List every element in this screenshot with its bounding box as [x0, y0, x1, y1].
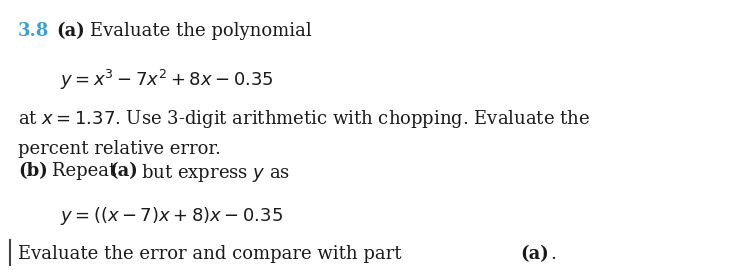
Text: $y = ((x - 7)x + 8)x - 0.35$: $y = ((x - 7)x + 8)x - 0.35$: [60, 205, 283, 227]
Text: (a): (a): [520, 245, 549, 263]
Text: (b): (b): [18, 162, 48, 180]
Text: .: .: [550, 245, 556, 263]
Text: (a): (a): [56, 22, 85, 40]
Text: percent relative error.: percent relative error.: [18, 140, 221, 158]
Text: Repeat: Repeat: [52, 162, 122, 180]
Text: at $x = 1.37$. Use 3-digit arithmetic with chopping. Evaluate the: at $x = 1.37$. Use 3-digit arithmetic wi…: [18, 108, 590, 130]
Text: (a): (a): [109, 162, 138, 180]
Text: 3.8: 3.8: [18, 22, 49, 40]
Text: $y = x^3 - 7x^2 + 8x - 0.35$: $y = x^3 - 7x^2 + 8x - 0.35$: [60, 68, 274, 92]
Text: Evaluate the polynomial: Evaluate the polynomial: [90, 22, 312, 40]
Text: Evaluate the error and compare with part: Evaluate the error and compare with part: [18, 245, 407, 263]
Text: but express $y$ as: but express $y$ as: [141, 162, 290, 184]
